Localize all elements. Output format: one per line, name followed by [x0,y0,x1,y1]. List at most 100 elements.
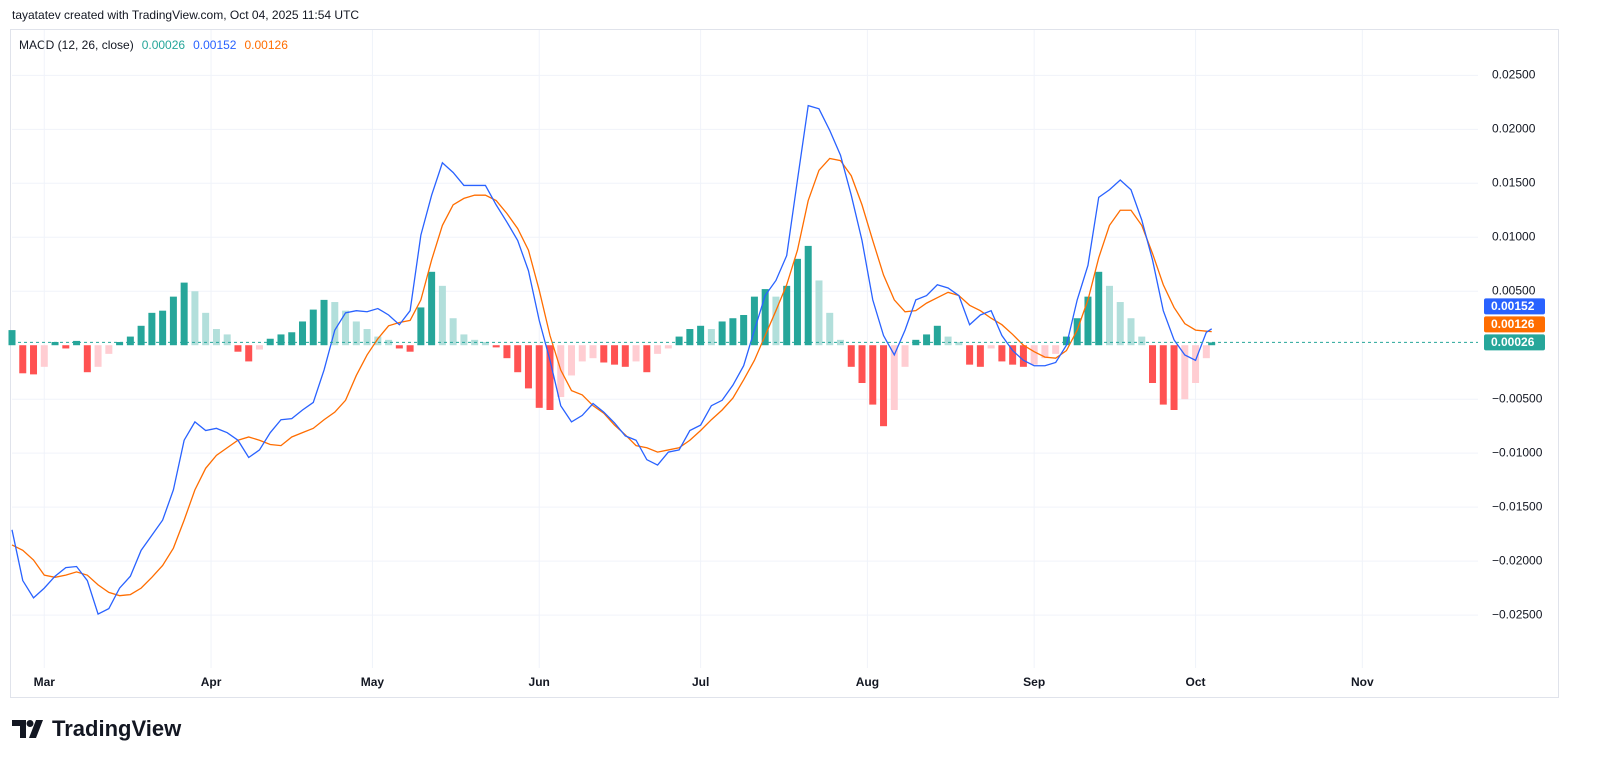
histogram-bar [94,345,102,367]
histogram-bar [255,345,263,350]
histogram-bar [320,299,328,346]
grid [12,30,1478,668]
logo-text: TradingView [52,716,182,741]
histogram-bar [1019,345,1027,367]
x-tick-label: Sep [1023,675,1045,689]
histogram-bar [309,309,317,346]
histogram-bar [1149,345,1157,384]
y-tick-label: −0.00500 [1492,391,1543,405]
histogram-bar [535,345,543,408]
histogram-bar [19,345,27,374]
histogram-bar [385,339,393,346]
last-value-box [1484,298,1545,315]
histogram-bar [654,345,662,354]
histogram-bar [62,345,70,349]
histogram-bar [40,345,48,367]
histogram-bar [245,345,253,362]
x-tick-label: Jul [692,675,709,689]
histogram-bar [438,285,446,346]
histogram-bar [30,345,38,375]
histogram-bar [847,345,855,367]
histogram-bar [1030,345,1038,365]
histogram-bar [1062,336,1070,346]
histogram-bar [858,345,866,384]
indicator-label: MACD (12, 26, close) [19,38,134,52]
x-tick-label: Jun [529,675,550,689]
histogram-bar [740,314,748,346]
histogram-bar [492,345,500,348]
histogram-bar [73,340,81,346]
histogram-bar [234,345,242,352]
y-tick-label: 0.02000 [1492,121,1536,135]
chart-frame [10,29,1559,698]
histogram-bar [116,341,124,346]
histogram-bar [277,334,285,346]
histogram-bar [600,345,608,363]
y-tick-label: 0.01000 [1492,229,1536,243]
histogram-bar [912,339,920,346]
histogram-bar [686,329,694,346]
histogram-bar [987,345,995,349]
histogram-bar [363,329,371,346]
y-tick-label: 0.02500 [1492,68,1536,82]
histogram-bar [880,345,888,427]
histogram-bar [1052,345,1060,354]
histogram-bar [621,345,629,367]
histogram-bar [503,345,511,359]
histogram-bar [611,345,619,365]
last-value-label: 0.00126 [1491,317,1535,331]
histogram-bar [449,318,457,346]
histogram-bar [417,307,425,346]
histogram-bar [998,345,1006,362]
histogram-bar [212,329,220,346]
histogram-bar [1084,296,1092,346]
histogram-bar [697,325,705,346]
histogram-bar [632,345,640,362]
histogram-bar [51,341,59,346]
histogram-bar [643,345,651,373]
macd-line [11,104,1213,615]
histogram-bar [933,325,941,346]
histogram-bar [406,345,414,352]
histogram-bar [1095,271,1103,346]
last-value-box [1484,334,1545,351]
legend-value: 0.00152 [193,38,237,52]
x-tick-label: Nov [1351,675,1374,689]
histogram-bar [169,296,177,346]
histogram-bar [772,296,780,346]
histogram-bar [869,345,877,405]
histogram-bar [826,312,834,346]
histogram-bar [159,310,167,346]
histogram-bar [578,345,586,362]
histogram-bar [568,345,576,376]
histogram-bar [524,345,532,389]
histogram-bar [890,345,898,410]
y-tick-label: −0.01500 [1492,499,1543,513]
logo: TradingView [12,716,182,741]
histogram-bar [1105,285,1113,346]
histogram-bar [126,336,134,346]
histogram-bar [1116,302,1124,346]
y-tick-label: 0.01500 [1492,175,1536,189]
histogram-bar [955,341,963,346]
y-tick-label: 0.00500 [1492,283,1536,297]
histogram-bar [137,325,145,346]
histogram-bar [1009,345,1017,365]
histogram-bar [8,330,16,346]
histogram-bar [793,258,801,346]
histogram-bar [395,345,403,349]
histogram-bar [815,280,823,346]
histogram-bar [288,332,296,346]
histogram-bar [374,336,382,346]
histogram-bar [718,321,726,346]
histogram-bar [331,302,339,346]
signal-line [11,157,1212,597]
histogram-bar [148,312,156,346]
histogram-bar [729,318,737,346]
histogram-bar [761,289,769,346]
histogram-bar [105,345,113,354]
histogram-bar [1170,345,1178,410]
histogram-bar [342,310,350,346]
histogram-bar [1041,345,1049,359]
